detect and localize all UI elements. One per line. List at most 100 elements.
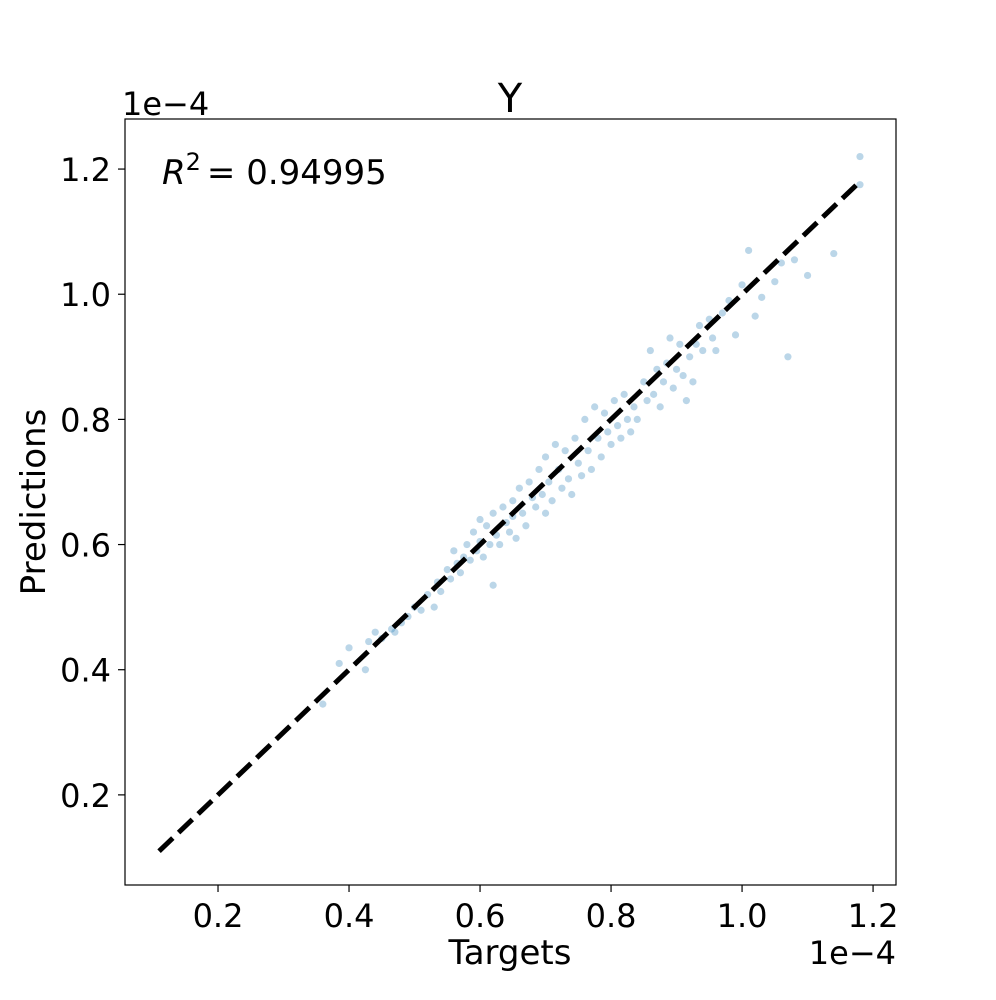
point [482, 522, 491, 530]
x-tick-label: 1.2 [848, 897, 899, 935]
point [679, 371, 687, 380]
point [856, 181, 864, 189]
point [695, 321, 704, 330]
point [505, 528, 514, 536]
point [607, 440, 615, 449]
point [630, 403, 638, 411]
point [512, 534, 520, 542]
point [718, 309, 727, 317]
point [620, 390, 628, 398]
chart-title: Y [497, 76, 523, 122]
point [486, 540, 494, 549]
point [650, 390, 658, 398]
y-tick-label: 0.4 [60, 652, 111, 690]
point [466, 556, 474, 564]
x-offset-label: 1e−4 [809, 934, 896, 972]
point [708, 334, 717, 342]
point [443, 565, 451, 574]
point [614, 422, 622, 430]
annotation-sup: 2 [186, 148, 201, 176]
point [476, 515, 484, 524]
point [469, 528, 478, 536]
point [437, 587, 445, 596]
x-axis-label: Targets [448, 933, 572, 973]
x-tick-label: 1.0 [717, 897, 768, 935]
point [446, 575, 455, 583]
point [561, 447, 569, 455]
point [666, 334, 674, 342]
point [758, 293, 766, 301]
point [672, 365, 681, 373]
point [771, 278, 779, 286]
x-tick-label: 0.8 [586, 897, 637, 935]
point [417, 606, 425, 614]
point [610, 397, 618, 405]
point [489, 509, 497, 517]
point [604, 428, 612, 436]
point [515, 484, 523, 492]
point [643, 397, 651, 405]
point [600, 409, 609, 417]
y-axis-label: Predictions [14, 409, 54, 596]
point [450, 547, 458, 555]
y-offset-label: 1e−4 [122, 85, 209, 123]
point [577, 472, 586, 480]
point [856, 152, 864, 161]
point [519, 509, 527, 517]
point [676, 340, 684, 348]
point [591, 403, 599, 411]
point [365, 637, 373, 646]
y-tick-label: 0.6 [60, 527, 111, 565]
point [541, 453, 550, 461]
y-tick-label: 1.0 [60, 276, 111, 314]
point [361, 666, 370, 674]
point [597, 453, 605, 461]
point [581, 415, 589, 423]
point [558, 484, 566, 492]
plot-area [157, 152, 864, 854]
point [587, 465, 595, 474]
point [532, 503, 540, 511]
point [525, 478, 533, 486]
point [545, 478, 553, 486]
point [391, 628, 399, 636]
point [548, 497, 556, 505]
point [646, 346, 654, 355]
point [496, 540, 504, 549]
point [790, 256, 799, 264]
y-tick-label: 0.2 [60, 777, 111, 815]
point [345, 644, 353, 652]
x-tick-label: 0.6 [455, 897, 506, 935]
annotation-text: = 0.94995 [207, 153, 387, 193]
point [456, 569, 464, 577]
annotation-base: R [162, 153, 186, 193]
point [682, 397, 690, 405]
point [633, 415, 641, 423]
axes-frame [124, 118, 897, 886]
point [463, 540, 471, 549]
point [751, 312, 759, 320]
point [499, 503, 507, 511]
point [564, 475, 573, 483]
point [784, 353, 792, 361]
point [538, 490, 546, 499]
point [623, 415, 632, 423]
x-tick-label: 0.2 [193, 897, 244, 935]
point [656, 403, 664, 411]
point [574, 459, 582, 467]
point [659, 378, 668, 386]
point [319, 700, 327, 708]
point [584, 447, 592, 455]
point [689, 378, 697, 386]
point [830, 249, 838, 258]
annotation: R2 = 0.94995 [162, 148, 387, 193]
point [551, 440, 559, 449]
point [738, 281, 746, 289]
point [571, 434, 579, 442]
point [535, 465, 543, 474]
point [541, 509, 550, 517]
point [803, 271, 812, 280]
point [522, 522, 530, 530]
point [479, 553, 487, 561]
point [669, 384, 677, 392]
